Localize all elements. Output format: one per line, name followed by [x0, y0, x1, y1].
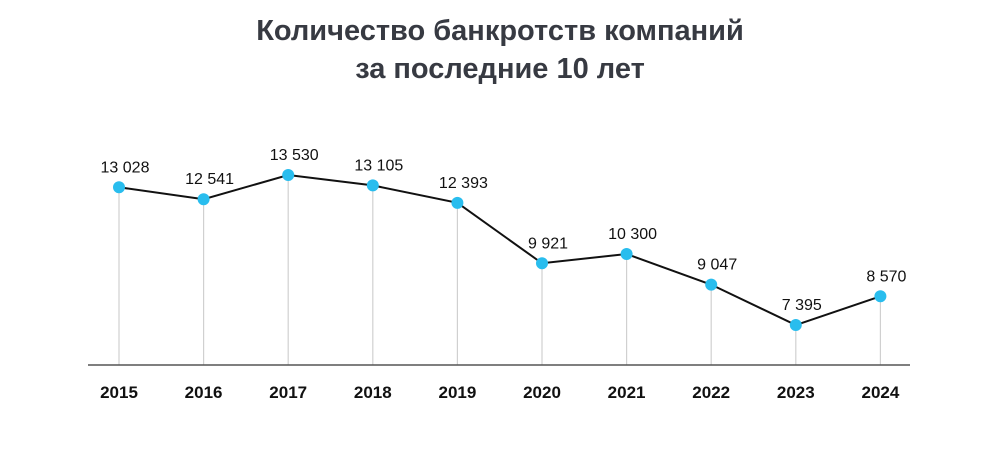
x-tick-label: 2022 [692, 383, 730, 402]
x-tick-label: 2017 [269, 383, 307, 402]
x-tick-label: 2015 [100, 383, 138, 402]
data-label: 7 395 [782, 297, 822, 314]
data-label: 9 921 [528, 235, 568, 252]
x-tick-label: 2016 [185, 383, 223, 402]
data-point [366, 179, 379, 192]
data-point [197, 193, 210, 206]
chart-title: Количество банкротств компаний за послед… [0, 12, 1000, 88]
data-point [113, 181, 125, 194]
chart-title-line-1: Количество банкротств компаний [256, 15, 744, 47]
data-point [282, 169, 295, 182]
data-label: 9 047 [697, 257, 737, 274]
data-point [789, 319, 802, 332]
x-tick-label: 2023 [777, 383, 815, 402]
data-label: 12 393 [439, 175, 488, 192]
x-tick-label: 2019 [438, 383, 476, 402]
data-label: 13 105 [354, 157, 403, 174]
x-tick-label: 2024 [861, 383, 899, 402]
x-tick-label: 2020 [523, 383, 561, 402]
series-line [118, 174, 881, 327]
data-point [536, 257, 548, 270]
data-label: 13 530 [270, 147, 319, 164]
data-point [620, 247, 633, 260]
x-tick-label: 2018 [354, 383, 392, 402]
data-point [451, 196, 464, 209]
data-label: 8 570 [866, 268, 906, 285]
chart-title-line-2: за последние 10 лет [355, 53, 645, 85]
x-tick-label: 2021 [608, 383, 646, 402]
data-label: 13 028 [101, 159, 150, 176]
data-point [705, 278, 718, 291]
data-point [874, 290, 887, 303]
data-label: 10 300 [608, 226, 657, 243]
data-label: 12 541 [185, 171, 234, 188]
